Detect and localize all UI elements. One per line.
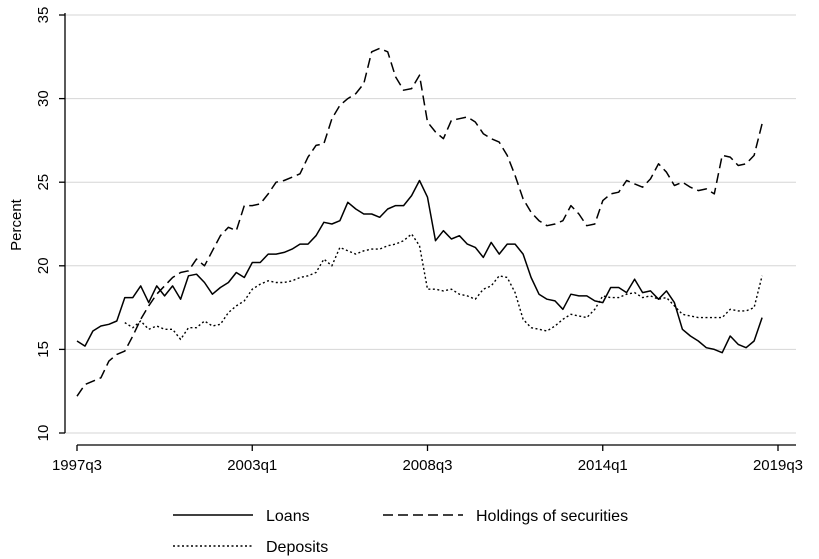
legend-label: Deposits xyxy=(266,539,328,556)
legend-label: Loans xyxy=(266,508,310,525)
x-tick-label: 2014q1 xyxy=(578,457,628,474)
series-line-3 xyxy=(124,233,763,341)
y-tick-label: 35 xyxy=(35,7,52,24)
y-axis-title: Percent xyxy=(8,198,25,251)
x-tick-label: 2003q1 xyxy=(227,457,277,474)
x-tick-label: 2019q3 xyxy=(753,457,803,474)
legend-label: Holdings of securities xyxy=(476,508,628,525)
y-tick-label: 25 xyxy=(35,174,52,191)
series-line-1 xyxy=(76,179,763,354)
plot-area xyxy=(76,47,763,397)
y-tick-label: 20 xyxy=(35,257,52,274)
x-axis: 1997q3 2003q1 2008q3 2014q1 2019q3 xyxy=(52,444,803,474)
legend: Loans Holdings of securities Deposits xyxy=(173,508,628,556)
y-tick-label: 30 xyxy=(35,90,52,107)
x-tick-label: 1997q3 xyxy=(52,457,102,474)
series-line-2 xyxy=(76,47,763,397)
x-tick-label: 2008q3 xyxy=(402,457,452,474)
y-axis: 10 15 20 25 30 35 xyxy=(35,7,66,442)
grid-lines xyxy=(65,14,796,434)
y-tick-label: 10 xyxy=(35,425,52,442)
y-tick-label: 15 xyxy=(35,341,52,358)
